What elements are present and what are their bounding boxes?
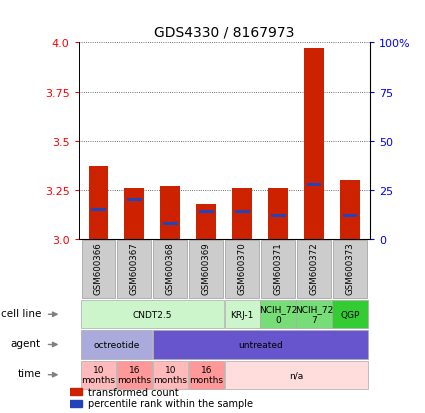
Bar [160, 187, 180, 240]
Text: n/a: n/a [289, 370, 303, 379]
Text: 16
months: 16 months [189, 365, 223, 385]
FancyBboxPatch shape [332, 300, 368, 329]
Text: GSM600368: GSM600368 [166, 242, 175, 294]
Text: GSM600373: GSM600373 [346, 242, 354, 294]
Text: QGP: QGP [340, 310, 360, 319]
Text: CNDT2.5: CNDT2.5 [133, 310, 172, 319]
Bar [196, 204, 216, 240]
Text: 10
months: 10 months [82, 365, 116, 385]
Text: agent: agent [11, 338, 41, 348]
Bar [232, 188, 252, 240]
Bar [235, 211, 249, 214]
Bar [271, 214, 286, 218]
Text: octreotide: octreotide [93, 340, 139, 349]
FancyBboxPatch shape [81, 300, 224, 329]
Text: NCIH_72
0: NCIH_72 0 [259, 305, 297, 324]
FancyBboxPatch shape [81, 330, 152, 359]
Text: time: time [17, 368, 41, 378]
FancyBboxPatch shape [153, 361, 188, 389]
FancyBboxPatch shape [81, 361, 116, 389]
Text: KRJ-1: KRJ-1 [230, 310, 254, 319]
Bar [163, 222, 178, 225]
Bar [306, 183, 321, 186]
Text: GSM600366: GSM600366 [94, 242, 103, 294]
Text: 10
months: 10 months [153, 365, 187, 385]
FancyBboxPatch shape [296, 300, 332, 329]
Text: percentile rank within the sample: percentile rank within the sample [88, 399, 253, 408]
Bar [343, 214, 357, 218]
Bar [127, 199, 142, 202]
Text: GSM600370: GSM600370 [238, 242, 246, 294]
FancyBboxPatch shape [261, 241, 295, 298]
FancyBboxPatch shape [297, 241, 331, 298]
FancyBboxPatch shape [261, 300, 296, 329]
FancyBboxPatch shape [189, 241, 223, 298]
Bar [268, 188, 288, 240]
Text: GSM600372: GSM600372 [309, 242, 319, 294]
Text: GSM600367: GSM600367 [130, 242, 139, 294]
Bar [70, 400, 82, 407]
Bar [199, 211, 214, 214]
Bar [304, 49, 324, 240]
FancyBboxPatch shape [153, 241, 187, 298]
Text: untreated: untreated [238, 340, 283, 349]
FancyBboxPatch shape [82, 241, 115, 298]
Bar [70, 388, 82, 395]
Text: cell line: cell line [0, 308, 41, 318]
Text: transformed count: transformed count [88, 387, 179, 396]
Text: NCIH_72
7: NCIH_72 7 [295, 305, 333, 324]
FancyBboxPatch shape [333, 241, 367, 298]
Bar [91, 209, 106, 211]
FancyBboxPatch shape [224, 361, 368, 389]
FancyBboxPatch shape [153, 330, 368, 359]
Text: GSM600371: GSM600371 [274, 242, 283, 294]
FancyBboxPatch shape [117, 361, 152, 389]
Bar [125, 188, 144, 240]
FancyBboxPatch shape [189, 361, 224, 389]
Bar [340, 181, 360, 240]
Bar [88, 167, 108, 240]
Text: GSM600369: GSM600369 [202, 242, 211, 294]
Text: 16
months: 16 months [117, 365, 151, 385]
Title: GDS4330 / 8167973: GDS4330 / 8167973 [154, 26, 295, 39]
FancyBboxPatch shape [225, 241, 259, 298]
FancyBboxPatch shape [117, 241, 151, 298]
FancyBboxPatch shape [224, 300, 260, 329]
